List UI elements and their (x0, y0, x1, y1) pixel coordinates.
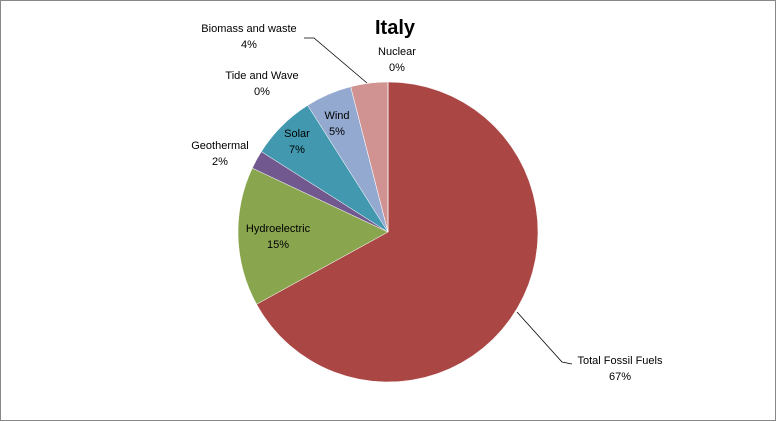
leader-lines (304, 37, 573, 365)
slice-value-label: 7% (289, 144, 305, 156)
slice-label: Tide and Wave (225, 70, 298, 82)
slice-value-label: 5% (329, 126, 345, 138)
slice-value-label: 2% (212, 156, 228, 168)
slice-label: Wind (324, 110, 349, 122)
slice-value-label: 67% (609, 371, 631, 383)
slice-label: Nuclear (378, 46, 416, 58)
pie-slice (237, 167, 389, 305)
slice-label: Solar (284, 128, 310, 140)
slice-value-label: 15% (267, 239, 289, 251)
leader-line (304, 37, 368, 84)
leader-line (516, 311, 573, 365)
slice-value-label: 0% (389, 62, 405, 74)
slice-value-label: 4% (241, 39, 257, 51)
slice-label: Hydroelectric (246, 223, 311, 235)
pie-slice (256, 81, 539, 383)
slice-value-label: 0% (254, 86, 270, 98)
slices (237, 81, 539, 383)
slice-label: Biomass and waste (201, 23, 296, 35)
chart-title: Italy (375, 17, 416, 39)
slice-label: Geothermal (191, 140, 248, 152)
slice-label: Total Fossil Fuels (578, 355, 663, 367)
